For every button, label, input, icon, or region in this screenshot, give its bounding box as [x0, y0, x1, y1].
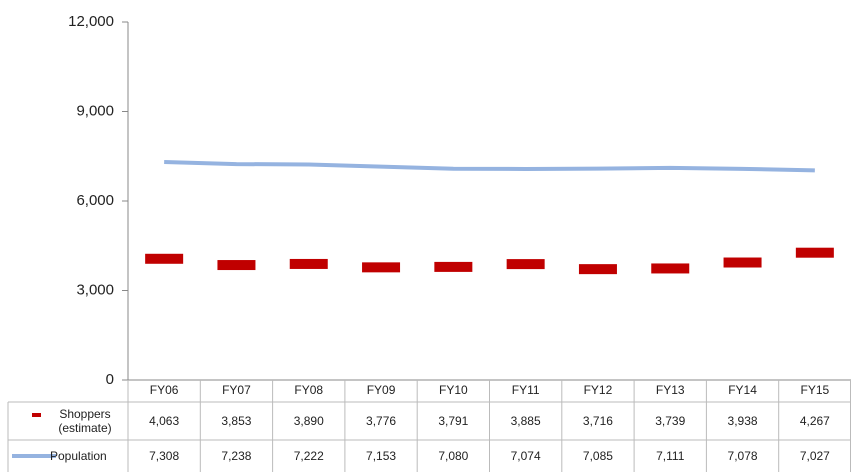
- x-tick-label: FY06: [150, 383, 179, 397]
- marker: [723, 257, 762, 268]
- table-value: 7,153: [366, 449, 396, 463]
- marker: [578, 264, 617, 275]
- marker: [434, 261, 473, 272]
- table-value: 7,085: [583, 449, 613, 463]
- table-value: 7,078: [728, 449, 758, 463]
- y-tick-label: 12,000: [68, 13, 114, 30]
- marker: [362, 262, 401, 273]
- table-value: 7,080: [438, 449, 468, 463]
- table-value: 4,063: [149, 414, 179, 428]
- x-tick-label: FY13: [656, 383, 685, 397]
- legend-swatch: [32, 413, 41, 417]
- y-tick-label: 6,000: [76, 192, 114, 209]
- legend-box: Population: [50, 449, 107, 463]
- table-value: 7,222: [294, 449, 324, 463]
- table-value: 3,739: [655, 414, 685, 428]
- table-value: 7,074: [511, 449, 541, 463]
- marker: [506, 259, 545, 270]
- x-tick-label: FY09: [367, 383, 396, 397]
- table-value: 3,791: [438, 414, 468, 428]
- table-value: 3,853: [221, 414, 251, 428]
- x-tick-label: FY15: [801, 383, 830, 397]
- series-line: [164, 159, 815, 173]
- table-value: 3,776: [366, 414, 396, 428]
- x-tick-label: FY10: [439, 383, 468, 397]
- table-value: 7,308: [149, 449, 179, 463]
- table-value: 7,238: [221, 449, 251, 463]
- table-value: 3,716: [583, 414, 613, 428]
- table-value: 3,890: [294, 414, 324, 428]
- table-value: 7,027: [800, 449, 830, 463]
- y-tick-label: 0: [106, 371, 114, 388]
- y-tick-label: 3,000: [76, 281, 114, 298]
- x-tick-label: FY11: [512, 383, 540, 397]
- marker: [145, 253, 184, 264]
- legend-box: Shoppers (estimate): [58, 407, 112, 435]
- marker: [651, 263, 690, 274]
- table-value: 4,267: [800, 414, 830, 428]
- table-value: 3,938: [728, 414, 758, 428]
- legend-label: Population: [50, 449, 107, 463]
- x-tick-label: FY12: [584, 383, 613, 397]
- y-tick-label: 9,000: [76, 102, 114, 119]
- legend-label: Shoppers (estimate): [58, 407, 112, 435]
- marker: [289, 258, 328, 269]
- table-value: 3,885: [511, 414, 541, 428]
- x-tick-label: FY08: [294, 383, 323, 397]
- table-value: 7,111: [656, 449, 685, 463]
- marker: [795, 247, 834, 258]
- x-tick-label: FY14: [728, 383, 757, 397]
- marker: [217, 260, 256, 271]
- x-tick-label: FY07: [222, 383, 251, 397]
